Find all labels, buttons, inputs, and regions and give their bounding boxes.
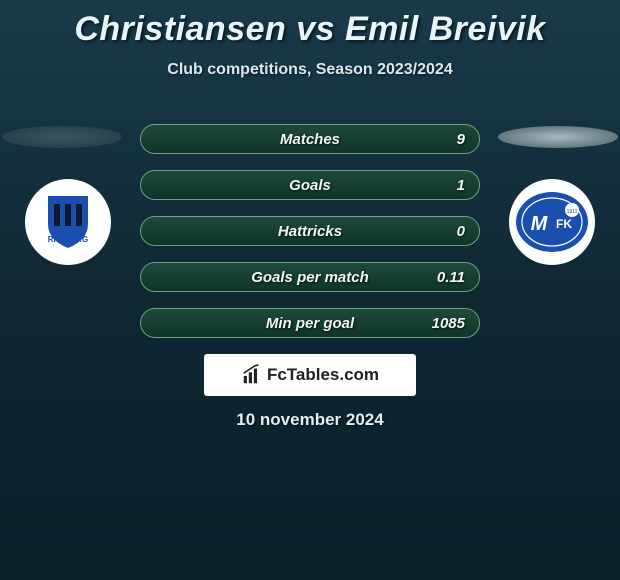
page-subtitle: Club competitions, Season 2023/2024	[0, 61, 620, 79]
shadow-right	[498, 126, 618, 148]
page-title: Christiansen vs Emil Breivik	[0, 0, 620, 49]
chart-icon	[241, 364, 263, 386]
stat-row-gpm: Goals per match 0.11	[140, 262, 480, 292]
badge-left-icon: RPSBORG	[24, 178, 112, 266]
stat-row-mpg: Min per goal 1085	[140, 308, 480, 338]
team-badge-right: M FK 1911	[508, 178, 596, 266]
stat-value: 1085	[432, 315, 465, 332]
svg-text:M: M	[531, 213, 549, 235]
stat-value: 0	[457, 223, 465, 240]
shadow-left	[2, 126, 122, 148]
branding-box: FcTables.com	[204, 354, 416, 396]
stat-row-goals: Goals 1	[140, 170, 480, 200]
svg-text:RPSBORG: RPSBORG	[48, 235, 88, 244]
stat-row-matches: Matches 9	[140, 124, 480, 154]
date-text: 10 november 2024	[0, 410, 620, 430]
stat-label: Hattricks	[278, 223, 342, 240]
stat-value: 9	[457, 131, 465, 148]
stat-value: 0.11	[437, 269, 465, 286]
team-badge-left: RPSBORG	[24, 178, 112, 266]
stat-label: Matches	[280, 131, 340, 148]
stat-label: Goals per match	[251, 269, 369, 286]
stat-row-hattricks: Hattricks 0	[140, 216, 480, 246]
stat-label: Min per goal	[266, 315, 354, 332]
svg-text:1911: 1911	[567, 209, 578, 215]
svg-text:FK: FK	[556, 217, 572, 231]
stats-panel: Matches 9 Goals 1 Hattricks 0 Goals per …	[140, 124, 480, 354]
stat-label: Goals	[289, 177, 331, 194]
branding-text: FcTables.com	[267, 365, 379, 385]
badge-right-icon: M FK 1911	[508, 178, 596, 266]
stat-value: 1	[457, 177, 465, 194]
